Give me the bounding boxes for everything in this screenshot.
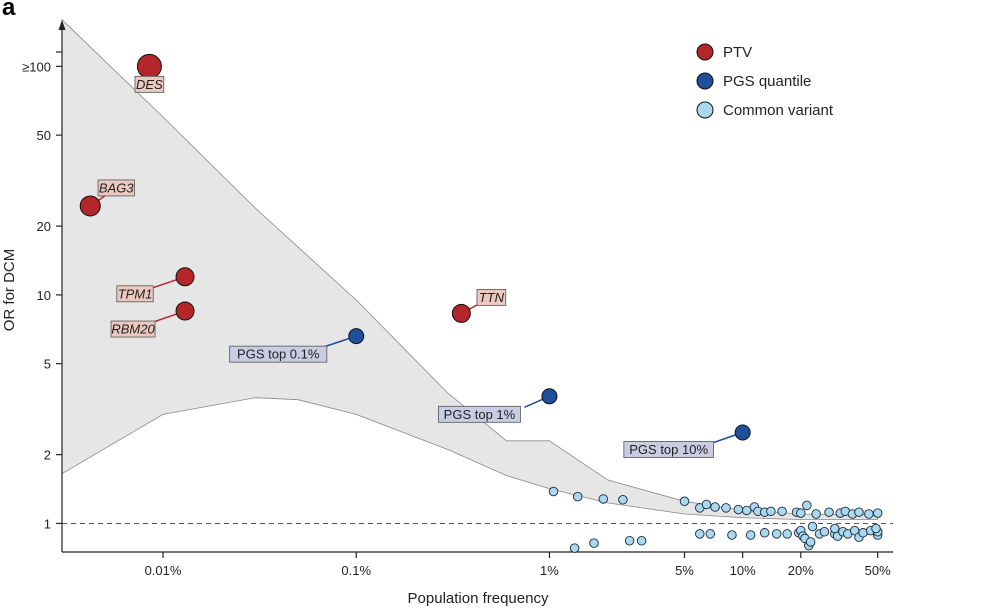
common-variant-point — [733, 504, 744, 515]
y-tick-label: 10 — [37, 288, 51, 303]
y-tick-label: 20 — [37, 219, 51, 234]
common-variant-point — [569, 543, 580, 553]
x-tick-label: 1% — [540, 563, 559, 578]
legend-label: Common variant — [723, 102, 834, 119]
x-tick-label: 20% — [788, 563, 814, 578]
pgs-label-text: PGS top 10% — [629, 442, 708, 457]
common-variant-point — [572, 491, 583, 502]
common-variant-point — [805, 537, 816, 547]
common-variant-point — [807, 521, 818, 532]
ticks-layer: 1 2 5 10 20 50 ≥100 0.01% 0.1% 1% 5% 10% 20% 50% — [22, 59, 891, 578]
ptv-label-text: DES — [136, 77, 163, 92]
ptv-label-box — [97, 179, 135, 197]
pgs-label: PGS top 10% — [623, 441, 714, 458]
pgs-point — [348, 328, 365, 345]
common-variant-point — [705, 529, 716, 539]
ptv-label: TPM1 — [116, 285, 154, 303]
ptv-point — [175, 267, 195, 287]
common-variant-point — [618, 494, 628, 505]
common-variant-point — [824, 507, 834, 517]
pgs-label-box — [229, 345, 328, 363]
y-tick-label: 50 — [37, 128, 51, 143]
common-variant-point — [771, 529, 782, 539]
y-tick-label: ≥100 — [22, 59, 51, 74]
common-variant-point — [710, 502, 720, 512]
shaded-band — [61, 18, 879, 520]
common-variant-point — [864, 509, 874, 519]
pgs-point — [734, 424, 751, 441]
ptv-label-box — [476, 288, 507, 306]
pgs-label-text: PGS top 1% — [444, 407, 516, 422]
common-variant-point — [796, 508, 806, 518]
ptv-label-text: BAG3 — [99, 180, 134, 195]
y-axis-arrow-icon — [58, 20, 66, 30]
common-variant-point — [759, 528, 770, 538]
common-variant-point — [624, 536, 635, 546]
ptv-label-text: TTN — [479, 290, 505, 305]
pgs-label-box — [623, 441, 714, 458]
common-variant-point — [548, 486, 559, 497]
common-variant-point — [777, 506, 787, 517]
pgs-label-box — [438, 405, 521, 423]
x-tick-label: 0.1% — [341, 563, 371, 578]
legend-swatch — [696, 101, 714, 119]
ptv-label-text: TPM1 — [118, 286, 153, 301]
legend-label: PTV — [723, 44, 752, 61]
y-tick-label: 5 — [44, 357, 51, 372]
common-variant-point — [854, 507, 864, 517]
y-tick-label: 1 — [44, 516, 51, 531]
common-variant-point — [766, 506, 776, 517]
common-variant-point — [811, 509, 821, 519]
x-tick-label: 5% — [675, 563, 694, 578]
x-tick-label: 10% — [730, 563, 756, 578]
common-variant-point — [589, 538, 599, 548]
common-variant-point — [679, 496, 690, 507]
legend: PTV PGS quantile Common variant — [696, 43, 834, 119]
panel-label: a — [2, 0, 16, 21]
pgs-label: PGS top 1% — [438, 405, 521, 423]
x-tick-label: 50% — [865, 563, 891, 578]
common-variant-point — [695, 529, 705, 539]
ptv-point — [136, 53, 162, 79]
common-variant-point — [741, 505, 752, 516]
common-variant-point — [721, 503, 731, 513]
common-variant-point — [745, 530, 756, 540]
ptv-label-box — [134, 75, 165, 93]
pgs-point — [541, 388, 558, 405]
common-variant-point — [636, 536, 647, 546]
axes-layer — [56, 20, 893, 553]
legend-swatch — [696, 72, 714, 90]
x-tick-label: 0.01% — [145, 563, 182, 578]
common-variant-point — [701, 499, 712, 510]
legend-swatch — [696, 43, 714, 61]
ptv-label-text: RBM20 — [111, 322, 155, 337]
ptv-label-box — [116, 285, 154, 303]
x-axis-label: Population frequency — [408, 590, 549, 607]
common-variant-point — [802, 500, 812, 511]
ptv-label: TTN — [476, 288, 507, 306]
y-tick-label: 2 — [44, 448, 51, 463]
common-variant-point — [782, 529, 792, 539]
ptv-label: RBM20 — [110, 320, 156, 338]
pgs-label-text: PGS top 0.1% — [237, 347, 320, 362]
legend-label: PGS quantile — [723, 73, 811, 90]
point-labels-layer: PGS top 0.1% PGS top 1% PGS top 10% DES BAG3… — [97, 75, 714, 458]
ptv-point — [451, 303, 471, 323]
common-variant-point — [727, 530, 737, 540]
common-variant-point — [871, 523, 881, 534]
ptv-label: DES — [134, 75, 165, 93]
ptv-label-box — [110, 320, 156, 338]
ptv-point — [79, 195, 101, 217]
common-variant-point — [598, 494, 609, 504]
pgs-label: PGS top 0.1% — [229, 345, 328, 363]
common-variant-point — [830, 523, 840, 534]
shaded-band-layer — [61, 18, 879, 520]
y-axis-label: OR for DCM — [1, 249, 18, 332]
common-variant-point — [872, 508, 883, 518]
ptv-point — [175, 301, 195, 321]
ptv-label: BAG3 — [97, 179, 135, 197]
common-variant-point — [819, 526, 830, 537]
points-layer — [79, 53, 883, 553]
